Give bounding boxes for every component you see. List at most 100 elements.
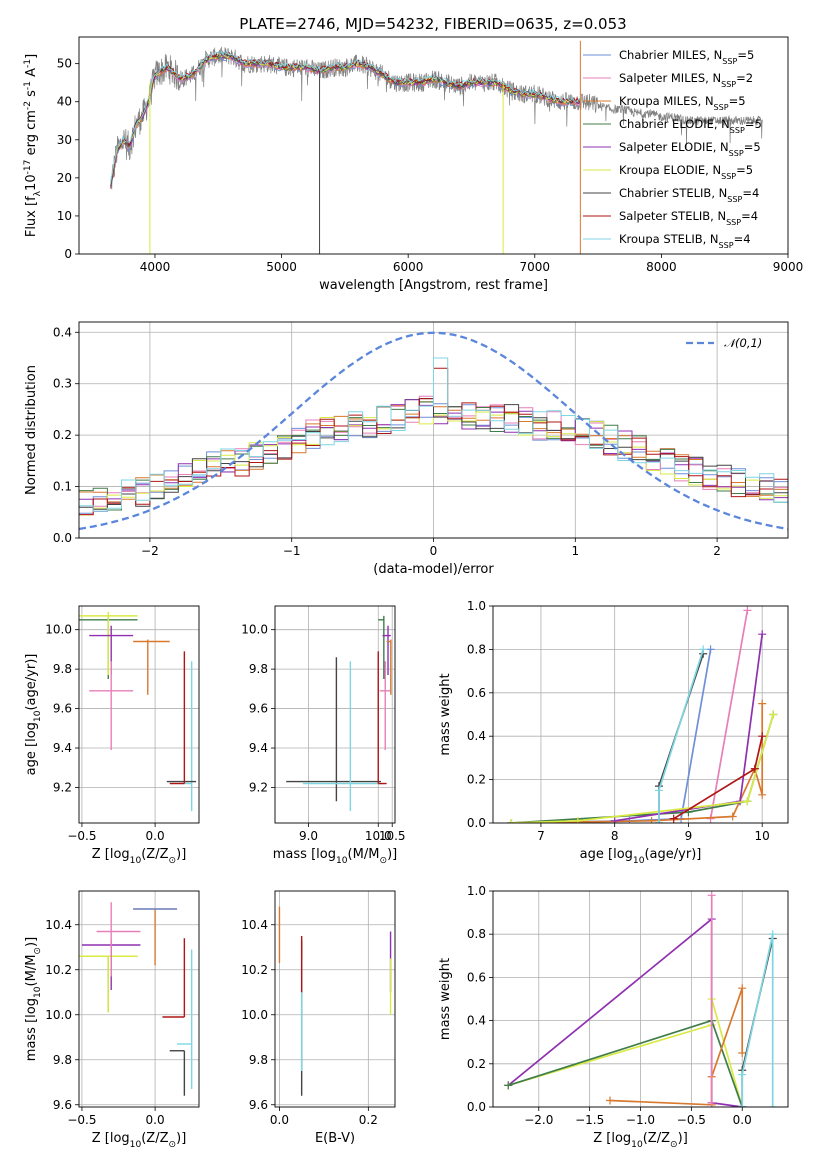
y-tick-label: 9.8 bbox=[53, 662, 72, 676]
residual-histogram-kroupa_elodie bbox=[79, 411, 788, 516]
x-tick-label: 10.0 bbox=[365, 829, 392, 843]
y-axis-label: Flux [fλ10-17 erg cm-2 s-1 A-1] bbox=[23, 54, 43, 237]
y-tick-label: 9.6 bbox=[53, 702, 72, 716]
weight-marker-kroupa_stelib bbox=[654, 819, 663, 823]
axes-frame bbox=[492, 605, 789, 824]
weight-marker-salpeter_miles bbox=[707, 891, 716, 900]
y-tick-label: 20 bbox=[57, 171, 72, 185]
x-tick-label: −2.0 bbox=[524, 1113, 553, 1127]
y-tick-label: 0.2 bbox=[467, 773, 486, 787]
y-tick-label: 0 bbox=[64, 247, 72, 261]
weight-marker-salpeter_elodie bbox=[610, 816, 619, 823]
model-spectrum-kroupa_stelib bbox=[110, 50, 581, 183]
weight-marker-kroupa_elodie bbox=[743, 797, 752, 806]
plot-area bbox=[278, 906, 392, 1096]
weight-marker-kroupa_stelib bbox=[654, 786, 663, 795]
weight-marker-kroupa_elodie bbox=[573, 816, 582, 823]
y-tick-label: 30 bbox=[57, 133, 72, 147]
x-tick-label: −1.0 bbox=[626, 1113, 655, 1127]
weight-marker-kroupa_stelib bbox=[738, 1103, 747, 1107]
x-tick-label: 4000 bbox=[140, 260, 171, 274]
weight-marker-salpeter_miles bbox=[707, 1098, 716, 1107]
x-tick-label: −1 bbox=[283, 544, 301, 558]
plot-area bbox=[507, 606, 778, 823]
y-tick-label: 9.6 bbox=[249, 1098, 268, 1112]
weight-marker-salpeter_miles bbox=[743, 606, 752, 615]
y-tick-label: 0.6 bbox=[467, 686, 486, 700]
model-spectrum-salpeter_stelib bbox=[110, 51, 581, 182]
x-axis-label: Z [log10(Z/Z⊙)] bbox=[92, 847, 187, 866]
weight-marker-kroupa_stelib bbox=[768, 930, 777, 939]
x-tick-label: −0.5 bbox=[67, 829, 96, 843]
y-tick-label: 10.0 bbox=[45, 1008, 72, 1022]
y-axis-label: age [log10(age/yr)] bbox=[24, 654, 43, 776]
x-tick-label: 9.0 bbox=[299, 829, 318, 843]
legend-label-chabrier_stelib: Chabrier STELIB, NSSP=4 bbox=[619, 186, 759, 204]
age-vs-metallicity-panel: −0.5 0.0 9.2 9.4 9.6 9.8 10.0 Z [log10(Z/Z⊙)] ag… bbox=[24, 605, 200, 866]
weight-marker-kroupa_elodie bbox=[769, 710, 778, 719]
weight-line-salpeter_miles bbox=[709, 610, 749, 819]
y-tick-label: 9.8 bbox=[249, 1053, 268, 1067]
plot-area bbox=[79, 331, 788, 531]
weight-marker-kroupa_miles bbox=[728, 812, 737, 821]
y-tick-label: 0.0 bbox=[53, 531, 72, 545]
weight-marker-chabrier_elodie bbox=[504, 1081, 513, 1090]
legend-label-gaussian: 𝒩(0,1) bbox=[724, 336, 762, 350]
y-tick-label: 10.0 bbox=[241, 623, 268, 637]
y-tick-label: 10.0 bbox=[45, 623, 72, 637]
weight-line-kroupa_stelib bbox=[741, 934, 774, 1107]
legend-label-salpeter_elodie: Salpeter ELODIE, NSSP=5 bbox=[619, 140, 761, 158]
x-tick-label: 0 bbox=[430, 544, 438, 558]
weight-marker-kroupa_stelib bbox=[699, 645, 708, 654]
residual-histogram-kroupa_stelib bbox=[79, 357, 788, 512]
axes-frame bbox=[78, 605, 200, 824]
x-tick-label: 7000 bbox=[520, 260, 551, 274]
x-tick-label: 0.2 bbox=[359, 1113, 378, 1127]
y-axis-label: mass weight bbox=[438, 958, 453, 1040]
x-tick-label: 9000 bbox=[773, 260, 804, 274]
x-tick-label: 5000 bbox=[266, 260, 297, 274]
y-tick-label: 0.2 bbox=[53, 428, 72, 442]
y-tick-label: 0.8 bbox=[467, 642, 486, 656]
x-axis-label: E(B-V) bbox=[315, 1131, 355, 1146]
y-tick-label: 9.2 bbox=[53, 780, 72, 794]
x-tick-label: 6000 bbox=[393, 260, 424, 274]
weight-marker-kroupa_miles bbox=[758, 790, 767, 799]
y-axis-label: Normed distribution bbox=[24, 365, 39, 495]
y-tick-label: 0.3 bbox=[53, 377, 72, 391]
x-axis-label: wavelength [Angstrom, rest frame] bbox=[319, 278, 548, 293]
x-axis-label: mass [log10(M/M⊙)] bbox=[273, 847, 397, 866]
mass-weight-vs-age-panel: 7 8 9 10 0.0 0.2 0.4 0.6 0.8 1.0 age [log10(age/yr… bbox=[438, 599, 789, 866]
weight-marker-chabrier_miles bbox=[706, 645, 715, 654]
residual-histogram-panel: −2 −1 0 1 2 0.0 0.1 0.2 0.3 0.4 (data-model)/error… bbox=[24, 321, 789, 577]
y-tick-label: 10.0 bbox=[241, 1008, 268, 1022]
weight-marker-kroupa_stelib bbox=[768, 1103, 777, 1107]
y-tick-label: 0.2 bbox=[467, 1057, 486, 1071]
weight-marker-kroupa_miles bbox=[738, 1049, 747, 1057]
x-tick-label: 7 bbox=[537, 829, 545, 843]
y-tick-label: 0.8 bbox=[467, 927, 486, 941]
plot-area bbox=[504, 891, 777, 1107]
x-tick-label: 8 bbox=[611, 829, 619, 843]
y-tick-label: 0.6 bbox=[467, 970, 486, 984]
x-tick-label: −1.5 bbox=[575, 1113, 604, 1127]
x-axis-label: (data-model)/error bbox=[373, 562, 494, 577]
figure-title: PLATE=2746, MJD=54232, FIBERID=0635, z=0… bbox=[239, 15, 626, 33]
plot-area bbox=[286, 615, 392, 812]
weight-marker-kroupa_miles bbox=[758, 699, 767, 708]
plot-area bbox=[79, 902, 193, 1096]
x-tick-label: 10.5 bbox=[379, 829, 406, 843]
y-tick-label: 1.0 bbox=[467, 599, 486, 613]
y-tick-label: 9.2 bbox=[249, 780, 268, 794]
x-axis-label: Z [log10(Z/Z⊙)] bbox=[92, 1131, 187, 1150]
x-tick-label: 0.0 bbox=[146, 1113, 165, 1127]
plot-area bbox=[79, 611, 197, 812]
spectrum-panel: 4000 5000 6000 7000 8000 9000 0 10 20 30 40 50 wavel… bbox=[23, 36, 804, 293]
x-tick-label: 8000 bbox=[646, 260, 677, 274]
mass-vs-extinction-panel: 0.0 0.2 9.6 9.8 10.0 10.2 10.4 E(B-V) bbox=[241, 890, 396, 1146]
observed-spectrum-line bbox=[110, 46, 763, 190]
weight-line-kroupa_miles bbox=[511, 703, 764, 823]
y-tick-label: 0.4 bbox=[53, 325, 72, 339]
